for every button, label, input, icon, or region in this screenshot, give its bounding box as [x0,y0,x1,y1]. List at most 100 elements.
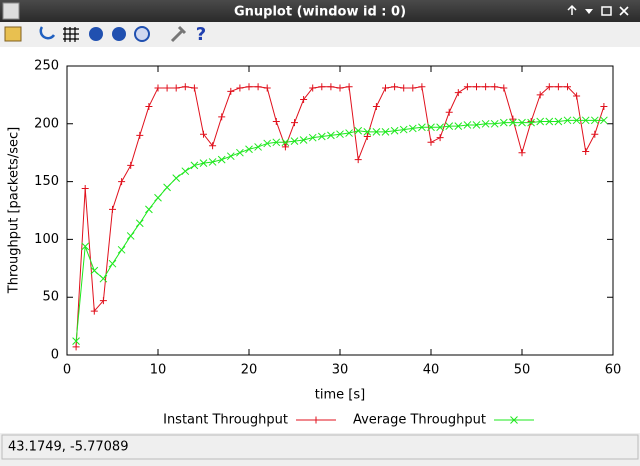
point-marker [363,133,371,141]
point-marker [454,89,462,97]
point-marker [490,119,499,128]
help-icon[interactable]: ? [196,24,206,45]
point-marker [291,119,298,127]
toolbar [0,22,640,47]
y-tick-label: 0 [51,348,59,363]
next-zoom-icon[interactable] [112,27,126,41]
point-marker [600,116,608,125]
point-marker [126,232,135,240]
previous-zoom-icon[interactable] [89,27,103,41]
x-axis-label: time [s] [315,388,365,403]
point-marker [218,113,226,121]
x-tick-label: 50 [514,363,531,378]
point-marker [418,83,426,91]
grid-icon[interactable] [63,27,79,42]
replot-icon[interactable] [39,26,56,40]
point-marker [518,118,526,127]
point-marker [226,152,235,161]
point-marker [518,149,526,157]
point-marker [263,84,271,92]
status-bar [0,433,640,462]
keep-above-button[interactable] [567,4,577,15]
point-marker [208,158,217,166]
point-marker [536,91,544,99]
point-marker [181,83,189,91]
point-marker [509,115,517,123]
point-marker [564,83,571,91]
point-marker [418,123,426,132]
maximize-button[interactable] [601,6,612,16]
point-marker [109,205,116,213]
autoscale-icon[interactable] [134,26,150,42]
point-marker [118,178,126,186]
point-marker [572,116,581,125]
point-marker [135,219,144,228]
point-marker [590,116,599,125]
point-marker [318,83,326,91]
point-marker [473,83,480,91]
point-marker [90,307,98,315]
point-marker [309,84,317,92]
copy-clipboard-icon[interactable] [4,26,22,42]
y-axis-label: Throughput [packets/sec] [7,127,22,294]
point-marker [491,83,499,91]
point-marker [127,161,135,169]
point-marker [154,84,162,92]
point-marker [117,245,126,254]
point-marker [454,122,463,130]
x-tick-label: 60 [605,363,622,378]
minimize-button[interactable] [585,9,593,14]
point-marker [145,205,153,214]
point-marker [427,138,435,146]
title-bar [0,0,640,22]
x-tick-label: 30 [332,363,349,378]
point-marker [527,118,535,127]
point-marker [209,142,217,150]
point-marker [227,87,235,95]
point-marker [409,84,417,92]
point-marker [499,118,508,127]
point-marker [290,137,299,145]
point-marker [163,84,171,92]
point-marker [554,117,563,126]
point-marker [445,122,454,130]
point-marker [263,139,272,148]
point-marker [199,159,208,167]
point-marker [217,155,226,164]
window-title: Gnuplot (window id : 0) [234,5,406,20]
point-marker [299,136,308,144]
point-marker [408,124,417,133]
point-marker [600,102,608,110]
y-tick-label: 150 [34,174,59,189]
point-marker [254,83,262,91]
y-tick-label: 100 [34,232,59,247]
point-marker [327,83,335,91]
point-marker [472,121,481,129]
x-tick-label: 40 [423,363,440,378]
point-marker [582,148,590,156]
point-marker [200,130,207,138]
close-button[interactable] [619,6,629,16]
legend-label: Instant Throughput [163,413,288,428]
point-marker [236,84,244,92]
point-marker [108,259,117,268]
point-marker [399,125,408,134]
point-marker [72,337,80,345]
point-marker [400,84,408,92]
point-marker [154,193,162,202]
settings-icon[interactable] [170,25,187,43]
point-marker [99,274,108,283]
point-marker [427,123,435,132]
point-marker [436,123,444,132]
x-tick-label: 10 [150,363,167,378]
point-marker [327,131,335,140]
point-marker [554,83,562,91]
point-marker [545,83,553,91]
point-marker [581,116,590,125]
point-marker [372,128,381,136]
point-marker [172,174,181,182]
point-marker [573,92,581,100]
y-tick-label: 250 [34,59,59,74]
point-marker [381,128,390,136]
